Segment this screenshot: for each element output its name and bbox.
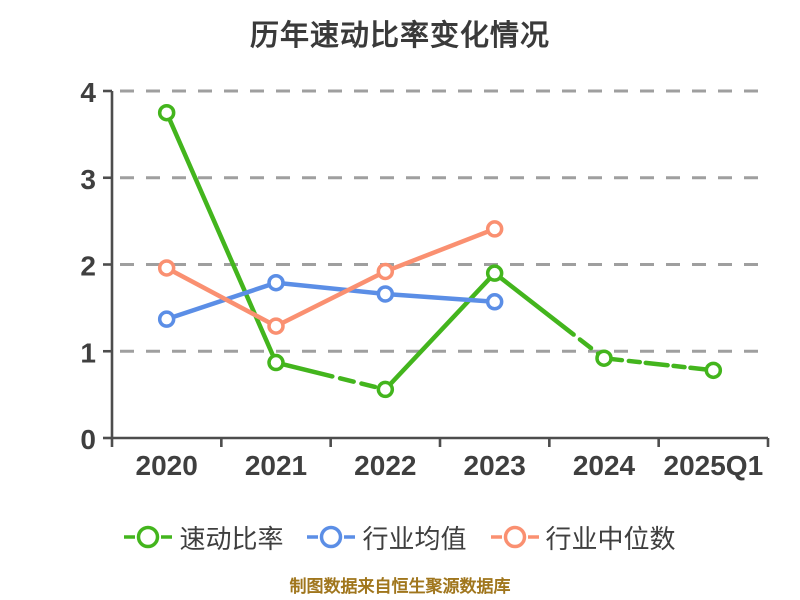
chart-legend: 速动比率 行业均值 行业中位数 xyxy=(0,514,800,560)
series-line-0 xyxy=(273,360,388,392)
series-line-0 xyxy=(164,110,279,365)
legend-label-industry-median: 行业中位数 xyxy=(545,523,676,554)
legend-item-industry-median[interactable]: 行业中位数 xyxy=(490,519,676,556)
series-line-1 xyxy=(273,280,388,297)
series-line-0 xyxy=(492,270,607,361)
legend-marker-quick-ratio-icon xyxy=(124,525,173,549)
x-axis-tick-label: 2020 xyxy=(136,450,198,481)
data-point-marker-1 xyxy=(267,273,285,292)
data-point-marker-1 xyxy=(376,285,395,303)
series-line-1 xyxy=(164,280,279,322)
series-line-1 xyxy=(383,291,497,305)
data-point-marker-2 xyxy=(485,220,504,238)
data-point-marker-2 xyxy=(376,262,395,281)
y-axis-tick-label: 2 xyxy=(80,251,96,282)
data-point-marker-0 xyxy=(485,264,504,282)
y-axis-tick-label: 4 xyxy=(80,77,96,108)
data-point-marker-0 xyxy=(595,349,613,367)
chart-title: 历年速动比率变化情况 xyxy=(249,20,550,52)
series-line-0 xyxy=(601,355,716,373)
legend-label-quick-ratio: 速动比率 xyxy=(179,523,284,554)
y-axis-tick-label: 3 xyxy=(80,164,96,195)
data-point-marker-1 xyxy=(485,293,504,311)
legend-item-quick-ratio[interactable]: 速动比率 xyxy=(124,519,283,556)
series-line-2 xyxy=(383,226,497,274)
x-axis-tick-label: 2023 xyxy=(464,450,526,481)
data-point-marker-2 xyxy=(267,317,285,335)
data-point-marker-2 xyxy=(157,259,176,277)
legend-label-industry-mean: 行业均值 xyxy=(362,523,467,554)
y-axis-tick-label: 1 xyxy=(80,337,96,368)
series-line-2 xyxy=(273,269,388,329)
series-line-0 xyxy=(383,270,497,392)
x-axis-tick-label: 2024 xyxy=(573,450,636,481)
data-point-marker-0 xyxy=(157,103,176,122)
data-source-note: 制图数据来自恒生聚源数据库 xyxy=(289,577,511,596)
legend-marker-industry-mean-icon xyxy=(307,525,356,549)
data-point-marker-1 xyxy=(157,310,176,328)
legend-marker-industry-median-icon xyxy=(490,525,539,549)
data-point-marker-0 xyxy=(376,380,395,399)
x-axis-tick-label: 2025Q1 xyxy=(664,450,764,481)
y-axis-tick-label: 0 xyxy=(80,424,96,455)
legend-item-industry-mean[interactable]: 行业均值 xyxy=(307,519,467,556)
data-point-marker-0 xyxy=(267,353,285,372)
x-axis-tick-label: 2022 xyxy=(354,450,416,481)
x-axis-tick-label: 2021 xyxy=(245,450,307,481)
series-line-2 xyxy=(164,265,279,329)
data-point-marker-0 xyxy=(704,361,723,380)
line-chart-plot-area: 0 1 2 3 4 2020 2021 2022 2023 2024 2025Q1 xyxy=(80,77,770,481)
